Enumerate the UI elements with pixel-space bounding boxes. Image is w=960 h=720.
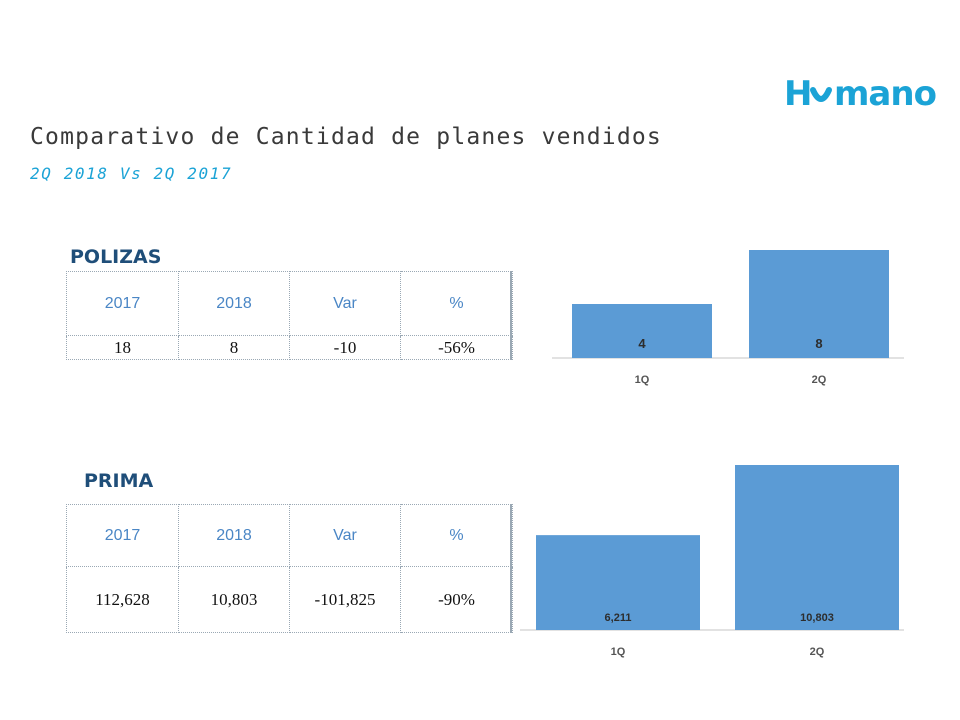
prima-header-pct: % bbox=[400, 504, 513, 567]
prima-data-label-2Q: 10,803 bbox=[800, 612, 834, 624]
polizas-category-label-2Q: 2Q bbox=[812, 374, 827, 386]
prima-category-label-1Q: 1Q bbox=[611, 646, 626, 658]
prima-data-label-1Q: 6,211 bbox=[605, 612, 632, 624]
polizas-data-label-1Q: 4 bbox=[638, 336, 646, 351]
prima-table-edge bbox=[510, 504, 512, 633]
prima-bar-chart: 6,211 1Q 10,803 2Q bbox=[520, 465, 904, 658]
polizas-value-var: -10 bbox=[289, 335, 401, 360]
polizas-value-pct: -56% bbox=[400, 335, 513, 360]
polizas-category-label-1Q: 1Q bbox=[635, 374, 650, 386]
polizas-data-label-2Q: 8 bbox=[815, 336, 822, 351]
polizas-header-var: Var bbox=[289, 271, 401, 336]
prima-header-var: Var bbox=[289, 504, 401, 567]
svg-text:H: H bbox=[784, 74, 811, 112]
prima-bar-1Q bbox=[536, 535, 700, 630]
prima-value-var: -101,825 bbox=[289, 566, 401, 633]
page-subtitle: 2Q 2018 Vs 2Q 2017 bbox=[30, 164, 233, 183]
prima-bar-2Q bbox=[735, 465, 899, 630]
prima-header-2018: 2018 bbox=[178, 504, 290, 567]
prima-header-2017: 2017 bbox=[66, 504, 179, 567]
svg-text:mano: mano bbox=[834, 74, 936, 112]
polizas-label: POLIZAS bbox=[70, 246, 162, 268]
polizas-header-2017: 2017 bbox=[66, 271, 179, 336]
prima-value-2018: 10,803 bbox=[178, 566, 290, 633]
polizas-bar-1Q bbox=[572, 304, 712, 358]
polizas-table: 2017 2018 Var % 18 8 -10 -56% bbox=[66, 271, 513, 360]
polizas-value-2017: 18 bbox=[66, 335, 179, 360]
polizas-bar-2Q bbox=[749, 250, 889, 358]
prima-value-2017: 112,628 bbox=[66, 566, 179, 633]
page-title: Comparativo de Cantidad de planes vendid… bbox=[30, 124, 662, 150]
polizas-value-2018: 8 bbox=[178, 335, 290, 360]
prima-table: 2017 2018 Var % 112,628 10,803 -101,825 … bbox=[66, 504, 513, 633]
polizas-bar-chart: 4 1Q 8 2Q bbox=[552, 250, 904, 386]
prima-label: PRIMA bbox=[84, 470, 154, 492]
polizas-table-edge bbox=[510, 271, 512, 360]
polizas-header-2018: 2018 bbox=[178, 271, 290, 336]
humano-logo: H mano bbox=[784, 74, 937, 112]
prima-value-pct: -90% bbox=[400, 566, 513, 633]
prima-category-label-2Q: 2Q bbox=[810, 646, 825, 658]
polizas-header-pct: % bbox=[400, 271, 513, 336]
